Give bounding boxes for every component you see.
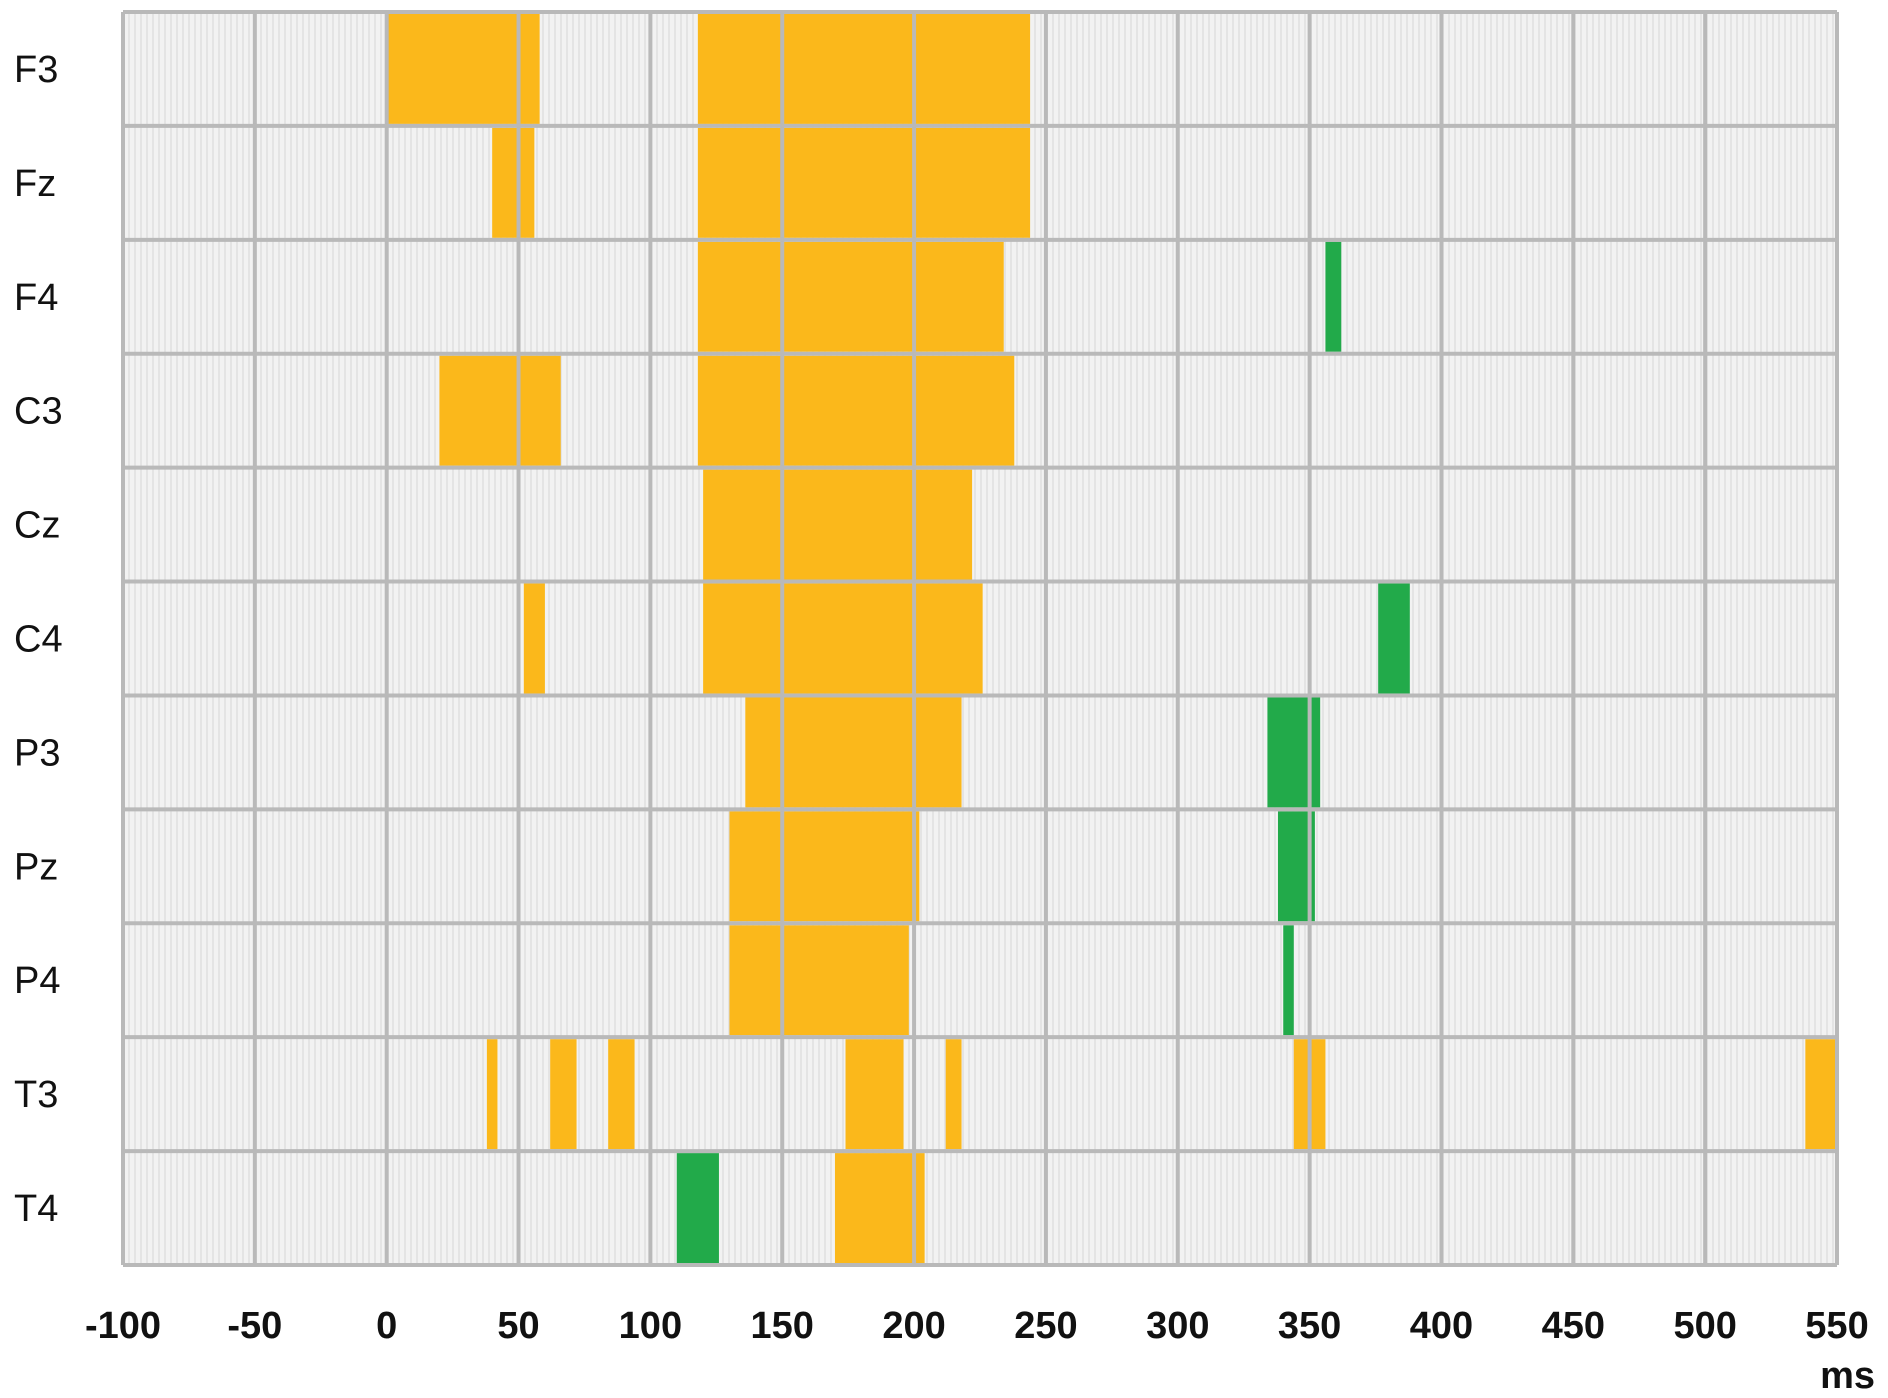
x-tick-label: 250 xyxy=(1014,1305,1077,1347)
segment-t3-orange xyxy=(608,1039,635,1150)
segment-p3-green xyxy=(1267,697,1321,808)
x-tick-label: 450 xyxy=(1542,1305,1605,1347)
x-tick-label: -100 xyxy=(85,1305,161,1347)
channel-label: T4 xyxy=(14,1188,58,1230)
x-tick-label: 50 xyxy=(497,1305,539,1347)
x-tick-label: 150 xyxy=(751,1305,814,1347)
x-tick-label: 400 xyxy=(1410,1305,1473,1347)
channel-label: Pz xyxy=(14,846,58,888)
x-tick-label: 200 xyxy=(882,1305,945,1347)
segment-fz-orange xyxy=(492,127,535,238)
segment-p4-orange xyxy=(729,925,909,1036)
x-axis-tick-labels: -100 -50 0 50 100 150 200 250 300 350 400 450 500 550 xyxy=(85,1305,1869,1347)
segment-t3-orange xyxy=(945,1039,962,1150)
channel-label: Fz xyxy=(14,163,56,205)
x-tick-label: 550 xyxy=(1805,1305,1868,1347)
segment-t3-orange xyxy=(1805,1039,1837,1150)
segment-t4-orange xyxy=(834,1153,925,1263)
segment-p4-green xyxy=(1283,925,1294,1036)
channel-labels: F3 Fz F4 C3 Cz C4 P3 Pz P4 T3 T4 xyxy=(14,49,63,1230)
x-tick-label: 350 xyxy=(1278,1305,1341,1347)
segment-c3-orange xyxy=(439,355,561,466)
channel-label: P3 xyxy=(14,732,60,774)
segment-c3-orange xyxy=(697,355,1015,466)
channel-label: C4 xyxy=(14,619,63,661)
segment-f3-orange xyxy=(697,14,1031,124)
grid-lines xyxy=(121,10,1839,1267)
channel-label: Cz xyxy=(14,505,60,547)
segment-f4-green xyxy=(1325,241,1342,352)
segment-fz-orange xyxy=(697,127,1031,238)
x-tick-label: 100 xyxy=(619,1305,682,1347)
significance-segments xyxy=(386,14,1837,1263)
segment-cz-orange xyxy=(703,469,973,580)
channel-label: T3 xyxy=(14,1074,58,1116)
segment-p3-orange xyxy=(745,697,962,808)
segment-c4-green xyxy=(1378,583,1410,694)
segment-c4-orange xyxy=(703,583,983,694)
segment-pz-orange xyxy=(729,811,920,922)
channel-label: P4 xyxy=(14,960,60,1002)
channel-label: F4 xyxy=(14,277,58,319)
x-tick-label: 500 xyxy=(1673,1305,1736,1347)
segment-t3-orange xyxy=(550,1039,577,1150)
x-tick-label: -50 xyxy=(227,1305,282,1347)
segment-f4-orange xyxy=(697,241,1004,352)
segment-c4-orange xyxy=(523,583,545,694)
segment-t3-orange xyxy=(486,1039,498,1150)
channel-label: C3 xyxy=(14,391,63,433)
segment-t4-green xyxy=(676,1153,719,1263)
segment-t3-orange xyxy=(845,1039,904,1150)
x-tick-label: 300 xyxy=(1146,1305,1209,1347)
x-axis-unit-label: ms xyxy=(1820,1355,1875,1397)
channel-label: F3 xyxy=(14,49,58,91)
x-tick-label: 0 xyxy=(376,1305,397,1347)
segment-f3-orange xyxy=(386,14,540,124)
